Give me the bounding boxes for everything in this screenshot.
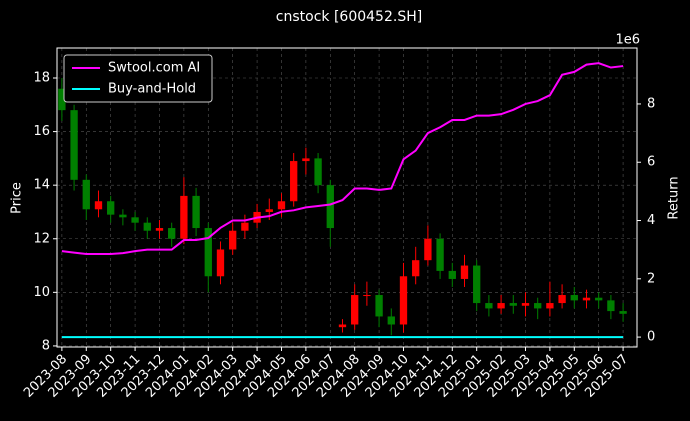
candle-body [155,228,164,231]
candle-body [143,222,151,231]
y-tick-label: 8 [42,338,50,353]
y-tick-label: 14 [33,178,50,193]
candle-body [351,295,359,325]
candle-body [180,195,188,239]
candle-body [82,179,90,210]
y2-tick-label: 2 [647,271,655,286]
candle-body [277,201,286,210]
y2-offset-label: 1e6 [615,33,640,48]
candle-body [485,303,493,309]
candle-body [497,303,505,309]
candle-body [204,228,212,277]
candle-body [241,222,249,231]
candle-body [436,238,444,271]
candle-body [58,88,66,111]
plot-frame [56,47,638,348]
y-tick-label: 10 [33,285,50,300]
candle-body [424,238,432,261]
candle-body [265,209,273,212]
legend-label: Swtool.com AI [108,61,200,76]
candle-body [216,249,225,277]
y-tick-label: 16 [33,124,50,139]
candle-body [399,276,408,325]
candle-body [314,158,322,186]
candle-body [448,270,456,279]
candle-body [509,303,517,306]
y2-axis-label: Return [667,176,682,219]
candle-body [363,295,371,297]
candle-body [290,161,298,202]
line-series [61,62,624,256]
y-axis-label: Price [10,182,25,214]
candle-body [521,303,530,306]
candle-body [338,324,347,328]
chart-title: cnstock [600452.SH] [276,9,422,25]
candle-body [607,300,615,312]
candle-body [192,195,200,229]
legend-label: Buy-and-Hold [108,82,196,97]
candle-body [229,230,237,250]
candle-body [460,265,469,279]
y2-tick-label: 8 [647,96,655,111]
candle-body [302,158,310,162]
candle-body [412,260,420,277]
y2-tick-label: 0 [647,330,655,345]
legend: Swtool.com AI Buy-and-Hold [63,54,213,103]
y-tick-label: 12 [33,231,50,246]
candle-body [107,201,115,215]
candle-body [94,201,103,210]
candle-body [619,311,627,314]
candle-body [119,214,127,218]
candle-body [387,316,395,325]
candle-body [326,185,334,229]
y2-tick-label: 4 [647,213,655,228]
candle-body [70,110,78,180]
candle-body [534,303,542,309]
candle-body [558,295,566,304]
candle-body [131,217,139,223]
candle-body [582,297,591,301]
y2-tick-label: 6 [647,155,655,170]
candle-body [168,228,176,239]
candle-body [546,303,554,309]
candle-body [375,295,383,317]
candle-body [473,265,481,304]
y-tick-label: 18 [33,71,50,86]
legend-box [63,54,213,103]
candle-body [595,297,603,301]
candle-body [570,295,578,301]
